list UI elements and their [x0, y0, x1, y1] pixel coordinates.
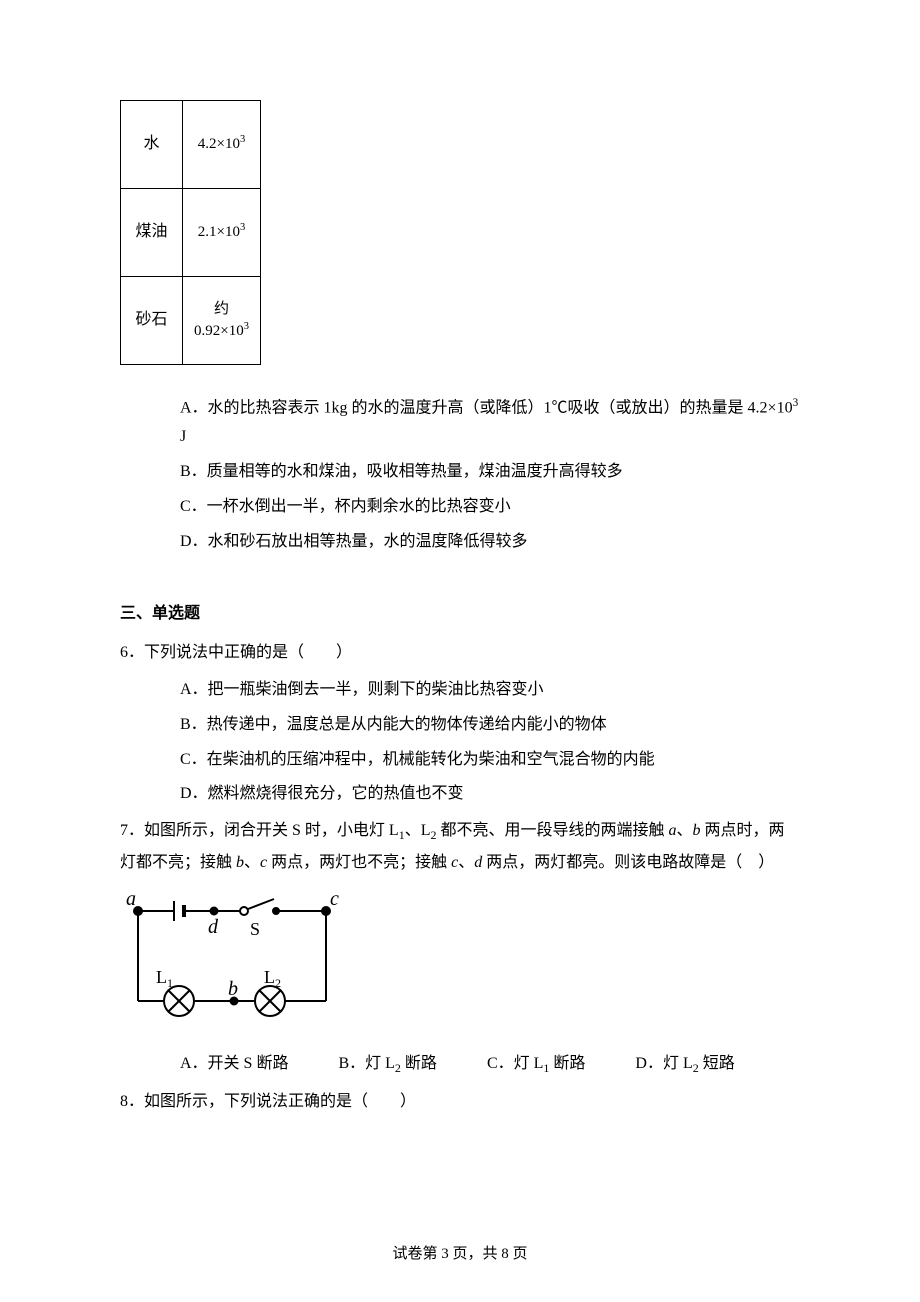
q8-stem: 8．如图所示，下列说法正确的是（ ）	[120, 1088, 800, 1117]
cell-value: 约0.92×103	[183, 277, 261, 365]
circuit-diagram: a b c d S L1 L2	[120, 889, 800, 1038]
q6-stem: 6．下列说法中正确的是（ ）	[120, 639, 800, 668]
switch-s-label: S	[250, 919, 260, 939]
specific-heat-table: 水 4.2×103 煤油 2.1×103 砂石 约0.92×103	[120, 100, 261, 365]
option-d: D．燃料燃烧得很充分，它的热值也不变	[180, 780, 800, 809]
cell-label: 砂石	[121, 277, 183, 365]
option-b: B．热传递中，温度总是从内能大的物体传递给内能小的物体	[180, 711, 800, 740]
node-a-label: a	[126, 889, 136, 910]
option-c: C．一杯水倒出一半，杯内剩余水的比热容变小	[180, 493, 800, 522]
cell-value: 2.1×103	[183, 189, 261, 277]
option-c: C．灯 L1 断路	[487, 1050, 585, 1080]
cell-value: 4.2×103	[183, 101, 261, 189]
option-a: A．水的比热容表示 1kg 的水的温度升高（或降低）1℃吸收（或放出）的热量是 …	[180, 393, 800, 452]
q5-options: A．水的比热容表示 1kg 的水的温度升高（或降低）1℃吸收（或放出）的热量是 …	[120, 393, 800, 556]
option-d: D．水和砂石放出相等热量，水的温度降低得较多	[180, 528, 800, 557]
option-c: C．在柴油机的压缩冲程中，机械能转化为柴油和空气混合物的内能	[180, 746, 800, 775]
table-row: 砂石 约0.92×103	[121, 277, 261, 365]
q7-options: A．开关 S 断路 B．灯 L2 断路 C．灯 L1 断路 D．灯 L2 短路	[120, 1050, 800, 1080]
table-row: 煤油 2.1×103	[121, 189, 261, 277]
cell-label: 煤油	[121, 189, 183, 277]
option-d: D．灯 L2 短路	[635, 1050, 734, 1080]
option-b: B．质量相等的水和煤油，吸收相等热量，煤油温度升高得较多	[180, 458, 800, 487]
q7-stem: 7．如图所示，闭合开关 S 时，小电灯 L1、L2 都不亮、用一段导线的两端接触…	[120, 815, 800, 879]
svg-text:L2: L2	[264, 967, 281, 990]
cell-label: 水	[121, 101, 183, 189]
option-a: A．开关 S 断路	[180, 1050, 288, 1079]
table-row: 水 4.2×103	[121, 101, 261, 189]
page-footer: 试卷第 3 页，共 8 页	[0, 1241, 920, 1268]
option-a: A．把一瓶柴油倒去一半，则剩下的柴油比热容变小	[180, 676, 800, 705]
svg-text:L1: L1	[156, 967, 173, 990]
option-b: B．灯 L2 断路	[338, 1050, 436, 1080]
node-c-label: c	[330, 889, 339, 910]
section-3-title: 三、单选题	[120, 600, 800, 629]
node-b-label: b	[228, 978, 238, 1000]
node-d-label: d	[208, 916, 219, 938]
q6-options: A．把一瓶柴油倒去一半，则剩下的柴油比热容变小 B．热传递中，温度总是从内能大的…	[120, 676, 800, 809]
